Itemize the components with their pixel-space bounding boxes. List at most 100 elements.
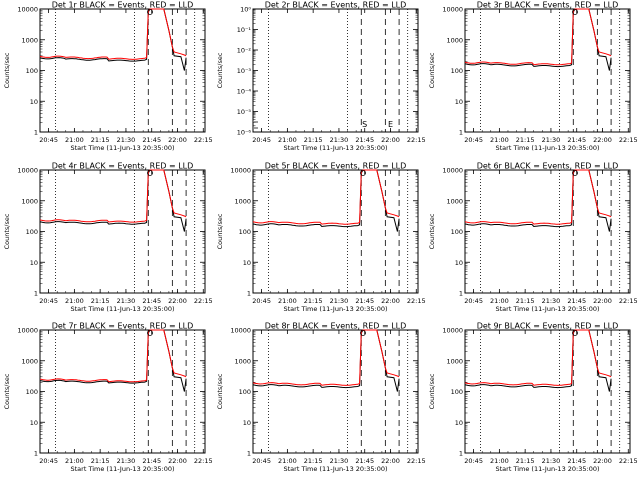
lld-series-line [39, 8, 187, 60]
x-tick-label: 21:30 [542, 136, 561, 144]
x-tick-label: 21:15 [91, 297, 110, 305]
y-tick-label: 1000 [21, 197, 38, 205]
y-tick-label: 10 [30, 259, 38, 267]
plot-frame [39, 8, 206, 133]
x-tick-label: 21:15 [91, 457, 110, 465]
plot-frame [39, 169, 206, 294]
plot-frame [39, 329, 206, 454]
y-tick-label: 100 [451, 388, 463, 396]
lld-series-line [252, 329, 400, 386]
x-axis-label: Start Time (11-Jun-13 20:35:00) [496, 144, 600, 152]
x-tick-label: 21:00 [490, 297, 509, 305]
lld-series-line [39, 329, 187, 383]
x-tick-label: 21:15 [304, 297, 323, 305]
x-tick-label: 21:30 [542, 297, 561, 305]
panel-title: Det 1r BLACK = Events, RED = LLD [52, 1, 194, 10]
events-series-line [252, 329, 400, 392]
y-axis-label: Counts/sec [216, 213, 224, 249]
x-tick-label: 21:00 [278, 457, 297, 465]
attenuator-state-label: E [388, 120, 393, 129]
y-tick-label: 10000 [17, 167, 38, 175]
x-tick-label: 21:45 [567, 457, 586, 465]
panel-title: Det 7r BLACK = Events, RED = LLD [52, 322, 194, 331]
y-tick-label: 100 [239, 228, 251, 236]
panel-det-9: Det 9r BLACK = Events, RED = LLD 20:45 21:… [428, 322, 638, 474]
panel-title: Det 3r BLACK = Events, RED = LLD [477, 1, 619, 10]
x-tick-label: 22:15 [619, 297, 638, 305]
peak-marker [572, 330, 578, 336]
events-series-line [39, 8, 187, 71]
x-tick-label: 21:15 [304, 136, 323, 144]
panel-det-4: Det 4r BLACK = Events, RED = LLD 20:45 21:… [3, 162, 213, 314]
y-tick-label: 10000 [442, 167, 463, 175]
y-tick-label: 1000 [446, 357, 463, 365]
x-tick-label: 21:45 [355, 297, 374, 305]
x-tick-label: 20:45 [252, 457, 271, 465]
x-tick-label: 20:45 [39, 457, 58, 465]
x-tick-label: 22:15 [407, 136, 426, 144]
x-tick-label: 21:45 [142, 457, 161, 465]
y-axis-label: Counts/sec [428, 373, 436, 409]
x-tick-label: 22:00 [593, 297, 612, 305]
x-tick-label: 21:00 [278, 297, 297, 305]
plot-frame [252, 169, 419, 294]
y-tick-label: 10⁻⁴ [237, 88, 252, 96]
x-tick-label: 20:45 [252, 136, 271, 144]
x-tick-label: 21:00 [65, 457, 84, 465]
x-tick-label: 21:45 [142, 297, 161, 305]
lld-series-line [39, 169, 187, 223]
lld-series-line [464, 329, 612, 386]
events-series-line [464, 8, 612, 71]
peak-marker [147, 9, 153, 15]
x-tick-label: 22:15 [619, 457, 638, 465]
y-tick-label: 1 [459, 290, 463, 298]
panel-det-2: Det 2r BLACK = Events, RED = LLD 20:45 21:… [216, 1, 426, 153]
x-tick-label: 20:45 [39, 297, 58, 305]
panel-title: Det 4r BLACK = Events, RED = LLD [52, 162, 194, 171]
y-axis-label: Counts/sec [428, 52, 436, 88]
x-tick-label: 21:15 [516, 297, 535, 305]
y-axis-label: Counts/sec [3, 373, 11, 409]
panel-title: Det 8r BLACK = Events, RED = LLD [265, 322, 407, 331]
x-tick-label: 22:15 [194, 136, 213, 144]
panel-title: Det 2r BLACK = Events, RED = LLD [265, 1, 407, 10]
y-tick-label: 1000 [446, 197, 463, 205]
y-tick-label: 100 [451, 228, 463, 236]
y-tick-label: 10 [455, 98, 463, 106]
attenuator-state-label: S [362, 120, 367, 129]
y-axis-label: Counts/sec [3, 213, 11, 249]
panel-det-8: Det 8r BLACK = Events, RED = LLD 20:45 21:… [216, 322, 426, 474]
x-tick-label: 20:45 [464, 136, 483, 144]
x-tick-label: 21:15 [91, 136, 110, 144]
x-tick-label: 21:45 [567, 136, 586, 144]
plot-frame [464, 169, 631, 294]
y-tick-label: 1000 [234, 197, 251, 205]
peak-marker [572, 9, 578, 15]
y-tick-label: 1000 [446, 36, 463, 44]
y-tick-label: 10 [30, 419, 38, 427]
peak-marker [360, 330, 366, 336]
x-tick-label: 20:45 [252, 297, 271, 305]
y-tick-label: 10000 [230, 167, 251, 175]
y-tick-label: 10⁰ [240, 6, 251, 14]
x-tick-label: 21:30 [542, 457, 561, 465]
y-axis-label: Counts/sec [3, 52, 11, 88]
y-tick-label: 10000 [442, 327, 463, 335]
y-tick-label: 100 [26, 67, 38, 75]
y-tick-label: 1 [459, 129, 463, 137]
events-series-line [39, 169, 187, 232]
panel-det-5: Det 5r BLACK = Events, RED = LLD 20:45 21:… [216, 162, 426, 314]
y-tick-label: 1 [247, 450, 251, 458]
events-series-line [464, 169, 612, 232]
x-axis-label: Start Time (11-Jun-13 20:35:00) [284, 144, 388, 152]
lld-series-line [252, 169, 400, 225]
y-tick-label: 10⁻¹ [237, 26, 252, 34]
x-tick-label: 22:00 [593, 136, 612, 144]
events-series-line [464, 329, 612, 392]
y-tick-label: 1 [34, 450, 38, 458]
y-tick-label: 1 [34, 290, 38, 298]
y-tick-label: 1000 [21, 357, 38, 365]
lld-series-line [464, 169, 612, 225]
x-tick-label: 21:30 [330, 136, 349, 144]
